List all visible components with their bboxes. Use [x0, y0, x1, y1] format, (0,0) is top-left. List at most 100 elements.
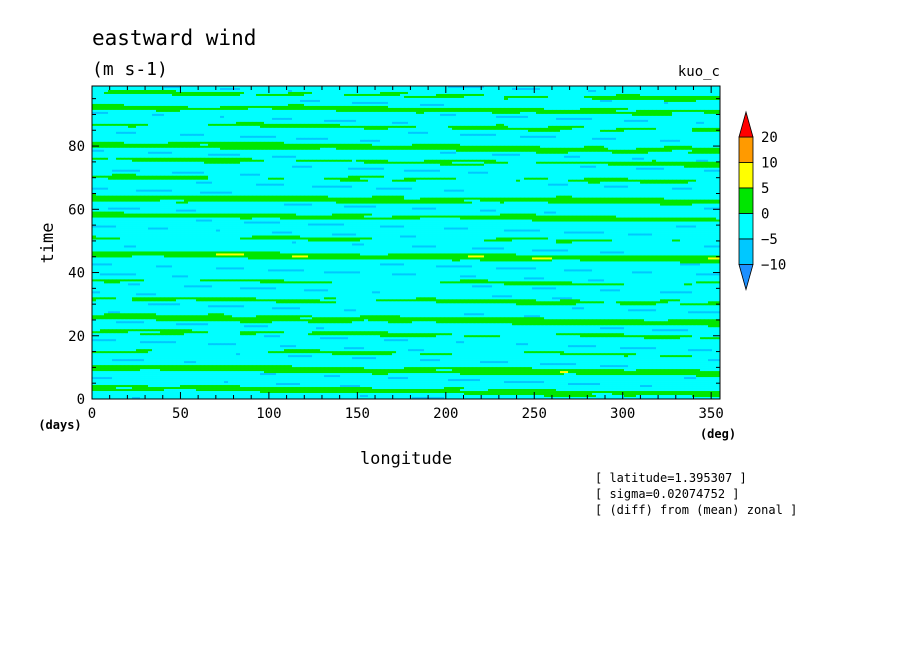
contour-cell [564, 88, 568, 90]
contour-cell [168, 92, 172, 94]
contour-cell [304, 126, 308, 128]
contour-cell [200, 92, 204, 94]
contour-cell [328, 124, 332, 126]
contour-cell [420, 90, 424, 92]
contour-cell [268, 116, 272, 118]
contour-cell [204, 138, 208, 140]
contour-cell [580, 146, 584, 148]
contour-cell [620, 120, 624, 122]
contour-cell [652, 120, 656, 122]
contour-cell [272, 108, 276, 110]
contour-cell [132, 114, 136, 116]
contour-cell [508, 148, 512, 150]
contour-cell [632, 96, 636, 98]
contour-cell [196, 142, 200, 144]
contour-cell [308, 140, 312, 142]
contour-cell [116, 104, 120, 106]
contour-cell [108, 130, 112, 132]
contour-cell [240, 102, 244, 104]
contour-cell [664, 104, 668, 106]
contour-cell [380, 146, 384, 148]
contour-cell [536, 126, 540, 128]
contour-cell [604, 120, 608, 122]
contour-cell [468, 88, 472, 90]
contour-cell [260, 148, 264, 150]
contour-cell [160, 116, 164, 118]
contour-cell [536, 128, 540, 130]
contour-cell [328, 128, 332, 130]
contour-cell [504, 146, 508, 148]
contour-cell [536, 90, 540, 92]
contour-cell [272, 88, 276, 90]
contour-cell [596, 96, 600, 98]
contour-cell [508, 140, 512, 142]
contour-cell [364, 96, 368, 98]
contour-cell [348, 108, 352, 110]
contour-cell [192, 100, 196, 102]
contour-cell [400, 104, 404, 106]
contour-cell [648, 102, 652, 104]
contour-cell [148, 108, 152, 110]
contour-cell [128, 112, 132, 114]
contour-cell [428, 108, 432, 110]
contour-cell [240, 104, 244, 106]
contour-cell [408, 128, 412, 130]
contour-cell [176, 136, 180, 138]
contour-cell [512, 122, 516, 124]
contour-cell [616, 140, 620, 142]
contour-cell [92, 116, 96, 118]
contour-cell [708, 116, 712, 118]
contour-cell [624, 106, 628, 108]
contour-cell [688, 98, 692, 100]
contour-cell [412, 134, 416, 136]
contour-cell [612, 142, 616, 144]
contour-cell [340, 142, 344, 144]
contour-cell [336, 136, 340, 138]
contour-cell [324, 98, 328, 100]
contour-cell [648, 110, 652, 112]
contour-cell [168, 102, 172, 104]
contour-cell [216, 136, 220, 138]
contour-cell [320, 122, 324, 124]
contour-cell [400, 148, 404, 150]
contour-cell [312, 112, 316, 114]
contour-cell [112, 116, 116, 118]
contour-cell [288, 94, 292, 96]
contour-cell [240, 114, 244, 116]
contour-cell [496, 106, 500, 108]
contour-cell [172, 108, 176, 110]
contour-cell [296, 144, 300, 146]
contour-cell [416, 128, 420, 130]
contour-cell [304, 96, 308, 98]
contour-cell [412, 146, 416, 148]
contour-cell [160, 96, 164, 98]
contour-cell [472, 96, 476, 98]
contour-cell [268, 144, 272, 146]
contour-cell [412, 104, 416, 106]
contour-cell [188, 124, 192, 126]
contour-cell [696, 100, 700, 102]
contour-cell [304, 142, 308, 144]
contour-cell [620, 132, 624, 134]
contour-cell [116, 114, 120, 116]
contour-cell [484, 98, 488, 100]
contour-cell [568, 114, 572, 116]
contour-cell [532, 136, 536, 138]
contour-cell [424, 114, 428, 116]
contour-cell [152, 110, 156, 112]
contour-cell [144, 108, 148, 110]
contour-cell [224, 114, 228, 116]
contour-cell [352, 146, 356, 148]
contour-cell [200, 100, 204, 102]
contour-cell [324, 114, 328, 116]
contour-cell [576, 112, 580, 114]
contour-cell [596, 128, 600, 130]
contour-cell [556, 94, 560, 96]
contour-cell [428, 140, 432, 142]
contour-cell [572, 116, 576, 118]
contour-cell [552, 94, 556, 96]
contour-cell [480, 96, 484, 98]
contour-cell [136, 142, 140, 144]
contour-cell [148, 134, 152, 136]
contour-cell [448, 120, 452, 122]
